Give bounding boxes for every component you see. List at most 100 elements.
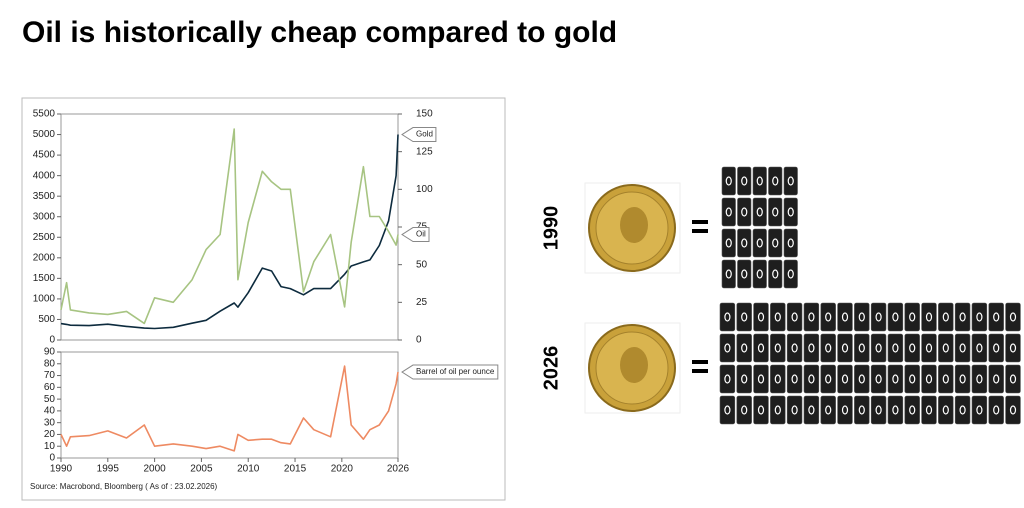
year-label: 2026 bbox=[540, 346, 562, 391]
barrel bbox=[768, 166, 783, 196]
barrel bbox=[921, 302, 937, 332]
barrel bbox=[971, 302, 988, 332]
barrel-label bbox=[858, 312, 865, 322]
barrel-label bbox=[858, 374, 865, 384]
barrel-label bbox=[909, 343, 916, 353]
series-label: Oil bbox=[416, 230, 426, 239]
barrel bbox=[753, 302, 769, 332]
barrel-label bbox=[1009, 374, 1017, 384]
x-tick-label: 1995 bbox=[97, 464, 120, 475]
barrel-label bbox=[774, 312, 781, 322]
barrel bbox=[854, 364, 870, 394]
barrel bbox=[870, 395, 887, 425]
barrel bbox=[954, 364, 971, 394]
barrel-label bbox=[993, 312, 1000, 322]
barrel bbox=[837, 302, 853, 332]
barrel-label bbox=[808, 374, 815, 384]
barrel-label bbox=[976, 405, 983, 415]
y-tick-label: 90 bbox=[44, 347, 56, 358]
barrel-label bbox=[909, 312, 916, 322]
y-tick-label: 3000 bbox=[33, 211, 56, 222]
barrel bbox=[770, 364, 786, 394]
barrel-label bbox=[892, 374, 899, 384]
barrel bbox=[803, 364, 820, 394]
y2-tick-label: 100 bbox=[416, 184, 433, 195]
barrel bbox=[954, 302, 971, 332]
barrel bbox=[753, 395, 769, 425]
barrel-label bbox=[925, 343, 933, 353]
barrel-label bbox=[724, 343, 731, 353]
y-tick-label: 70 bbox=[44, 370, 56, 381]
barrel-label bbox=[993, 343, 1000, 353]
y-tick-label: 60 bbox=[44, 382, 56, 393]
barrel-label bbox=[1009, 405, 1017, 415]
series-line bbox=[60, 134, 399, 330]
series-line bbox=[60, 365, 399, 452]
barrel bbox=[783, 259, 798, 289]
barrel-label bbox=[925, 405, 933, 415]
barrel bbox=[854, 333, 870, 363]
x-tick-label: 2026 bbox=[387, 464, 410, 475]
source-note: Source: Macrobond, Bloomberg ( As of : 2… bbox=[30, 482, 218, 491]
barrel-label bbox=[774, 343, 781, 353]
year-label: 1990 bbox=[540, 206, 562, 251]
barrel bbox=[971, 395, 988, 425]
barrel bbox=[768, 197, 783, 227]
barrel-label bbox=[741, 374, 748, 384]
y-tick-label: 3500 bbox=[33, 191, 56, 202]
barrel bbox=[954, 395, 971, 425]
y-tick-label: 0 bbox=[49, 453, 55, 464]
x-tick-label: 2005 bbox=[190, 464, 213, 475]
barrel bbox=[719, 364, 736, 394]
page-title: Oil is historically cheap compared to go… bbox=[22, 16, 617, 49]
y-tick-label: 50 bbox=[44, 394, 56, 405]
barrel-label bbox=[772, 269, 779, 279]
barrel-label bbox=[787, 176, 794, 186]
barrel-label bbox=[741, 176, 748, 186]
barrel bbox=[752, 197, 767, 227]
barrel bbox=[736, 302, 752, 332]
barrel bbox=[854, 302, 870, 332]
barrel bbox=[820, 333, 836, 363]
barrel-label bbox=[724, 312, 731, 322]
barrel-label bbox=[791, 312, 798, 322]
barrel-label bbox=[925, 312, 933, 322]
series-label-box bbox=[401, 227, 430, 243]
barrel-label bbox=[959, 405, 966, 415]
barrel bbox=[870, 364, 887, 394]
barrel bbox=[770, 395, 786, 425]
barrel-label bbox=[772, 176, 779, 186]
barrel bbox=[719, 302, 736, 332]
barrel-label bbox=[791, 374, 798, 384]
y-tick-label: 10 bbox=[44, 441, 56, 452]
barrel-label bbox=[791, 405, 798, 415]
barrel-label bbox=[909, 405, 916, 415]
barrel bbox=[736, 364, 752, 394]
y-tick-label: 4000 bbox=[33, 170, 56, 181]
y-tick-label: 20 bbox=[44, 429, 56, 440]
barrel-label bbox=[993, 405, 1000, 415]
barrel bbox=[753, 333, 769, 363]
barrel bbox=[820, 302, 836, 332]
barrel bbox=[988, 395, 1004, 425]
barrel bbox=[1005, 395, 1021, 425]
y2-tick-label: 25 bbox=[416, 297, 428, 308]
barrel-label bbox=[976, 312, 983, 322]
barrel-label bbox=[787, 238, 794, 248]
y-tick-label: 30 bbox=[44, 417, 56, 428]
barrel bbox=[887, 364, 904, 394]
y-tick-label: 1000 bbox=[33, 294, 56, 305]
barrel-label bbox=[787, 207, 794, 217]
barrel-label bbox=[757, 312, 765, 322]
barrel-label bbox=[741, 238, 748, 248]
barrel bbox=[988, 302, 1004, 332]
barrel-label bbox=[725, 238, 732, 248]
barrel-label bbox=[942, 405, 949, 415]
barrel bbox=[721, 197, 736, 227]
barrel bbox=[768, 259, 783, 289]
x-tick-label: 2010 bbox=[237, 464, 260, 475]
barrel bbox=[783, 197, 798, 227]
barrel bbox=[837, 364, 853, 394]
coin-portrait bbox=[620, 207, 648, 243]
